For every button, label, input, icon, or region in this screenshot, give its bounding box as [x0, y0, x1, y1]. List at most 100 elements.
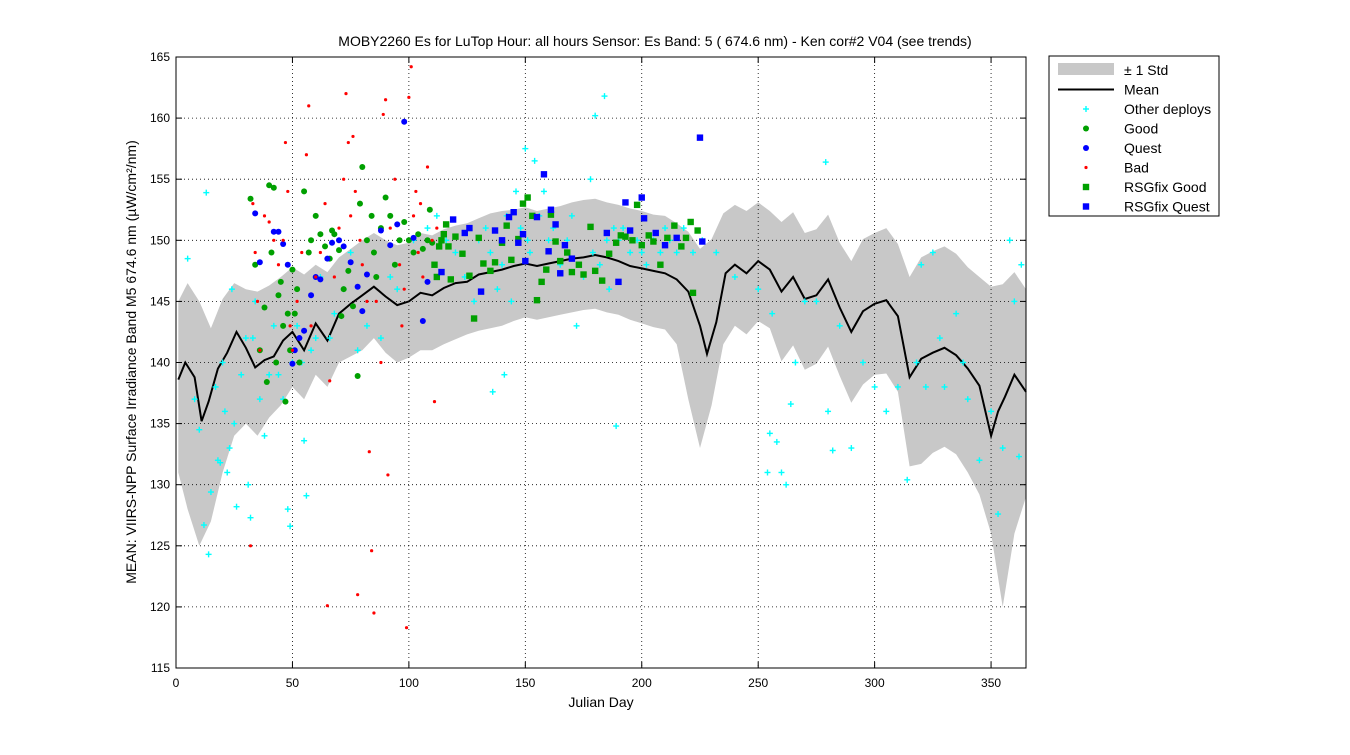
- point-other-deploys: [638, 249, 645, 256]
- point-rsgfix-good: [459, 250, 466, 257]
- point-bad: [435, 226, 439, 230]
- point-good: [359, 163, 366, 170]
- point-good: [277, 278, 284, 285]
- legend-label: Other deploys: [1124, 101, 1211, 117]
- point-bad: [325, 604, 329, 608]
- legend-swatch-marker: [1083, 125, 1089, 132]
- point-rsgfix-quest: [533, 213, 541, 221]
- point-other-deploys: [217, 459, 224, 466]
- point-other-deploys: [513, 188, 519, 195]
- point-bad: [300, 250, 304, 255]
- point-rsgfix-quest: [603, 229, 611, 237]
- point-other-deploys: [471, 298, 478, 305]
- point-other-deploys: [531, 157, 538, 164]
- point-other-deploys: [836, 322, 843, 329]
- point-bad: [346, 140, 350, 145]
- y-tick-label: 115: [151, 661, 170, 675]
- point-good: [247, 195, 254, 202]
- x-tick-label: 250: [748, 676, 768, 690]
- point-other-deploys: [487, 249, 494, 256]
- point-other-deploys: [247, 514, 254, 521]
- point-good: [429, 239, 436, 246]
- point-quest: [256, 259, 263, 266]
- point-rsgfix-good: [568, 268, 576, 276]
- point-rsgfix-quest: [498, 237, 506, 244]
- point-good: [363, 237, 370, 244]
- point-rsgfix-good: [629, 237, 636, 244]
- point-good: [396, 237, 403, 244]
- point-rsgfix-good: [515, 235, 522, 243]
- point-other-deploys: [256, 396, 263, 403]
- point-bad: [332, 275, 336, 279]
- point-rsgfix-good: [533, 296, 541, 304]
- point-other-deploys: [219, 359, 226, 366]
- point-rsgfix-good: [491, 259, 499, 266]
- x-tick-label: 50: [286, 676, 300, 690]
- point-rsgfix-good: [487, 267, 494, 275]
- x-axis-title: Julian Day: [568, 694, 633, 710]
- point-other-deploys: [231, 420, 238, 427]
- point-other-deploys: [643, 261, 650, 268]
- point-other-deploys: [822, 159, 829, 166]
- point-other-deploys: [755, 286, 762, 293]
- point-bad: [307, 104, 311, 108]
- point-bad: [379, 360, 383, 365]
- point-other-deploys: [224, 469, 231, 476]
- point-other-deploys: [270, 322, 277, 329]
- point-other-deploys: [266, 371, 273, 378]
- point-quest: [401, 118, 408, 125]
- point-bad: [286, 189, 290, 194]
- point-rsgfix-quest: [557, 270, 564, 277]
- point-other-deploys: [764, 469, 771, 476]
- point-other-deploys: [929, 249, 936, 256]
- point-quest: [324, 255, 331, 262]
- point-good: [287, 347, 294, 354]
- point-other-deploys: [226, 445, 233, 452]
- point-rsgfix-good: [538, 278, 545, 286]
- point-rsgfix-quest: [673, 234, 680, 242]
- point-good: [294, 286, 301, 293]
- mean-line-layer: [177, 253, 1027, 440]
- point-rsgfix-good: [564, 249, 571, 256]
- point-rsgfix-quest: [615, 278, 622, 286]
- point-bad: [414, 189, 418, 194]
- point-bad: [351, 134, 355, 139]
- point-other-deploys: [904, 476, 911, 483]
- point-bad: [383, 98, 388, 102]
- point-rsgfix-good: [440, 230, 448, 238]
- point-other-deploys: [228, 286, 235, 293]
- point-quest: [296, 335, 303, 342]
- point-rsgfix-good: [689, 289, 697, 297]
- point-other-deploys: [499, 261, 506, 268]
- mean-line: [177, 253, 1027, 440]
- point-rsgfix-quest: [491, 227, 499, 234]
- point-bad: [411, 214, 416, 218]
- point-quest: [291, 347, 298, 354]
- point-bad: [288, 324, 292, 328]
- point-good: [275, 292, 282, 299]
- point-other-deploys: [203, 189, 210, 196]
- point-good: [401, 218, 408, 225]
- legend-label: RSGfix Quest: [1124, 199, 1210, 215]
- point-rsgfix-quest: [449, 216, 457, 223]
- point-good: [252, 261, 259, 268]
- point-quest: [363, 271, 370, 278]
- point-other-deploys: [587, 176, 594, 183]
- point-other-deploys: [284, 506, 291, 513]
- point-quest: [280, 240, 287, 247]
- point-rsgfix-good: [480, 260, 487, 267]
- point-quest: [410, 234, 417, 241]
- point-rsgfix-good: [547, 211, 555, 218]
- point-other-deploys: [829, 447, 836, 454]
- point-bad: [262, 214, 267, 218]
- point-good: [419, 245, 426, 252]
- point-other-deploys: [976, 457, 983, 464]
- point-quest: [336, 237, 343, 244]
- y-tick-label: 145: [150, 294, 170, 308]
- point-other-deploys: [501, 371, 508, 378]
- point-bad: [381, 112, 385, 117]
- point-good: [308, 237, 315, 244]
- point-bad: [360, 263, 364, 267]
- point-other-deploys: [540, 188, 547, 195]
- point-other-deploys: [783, 481, 790, 488]
